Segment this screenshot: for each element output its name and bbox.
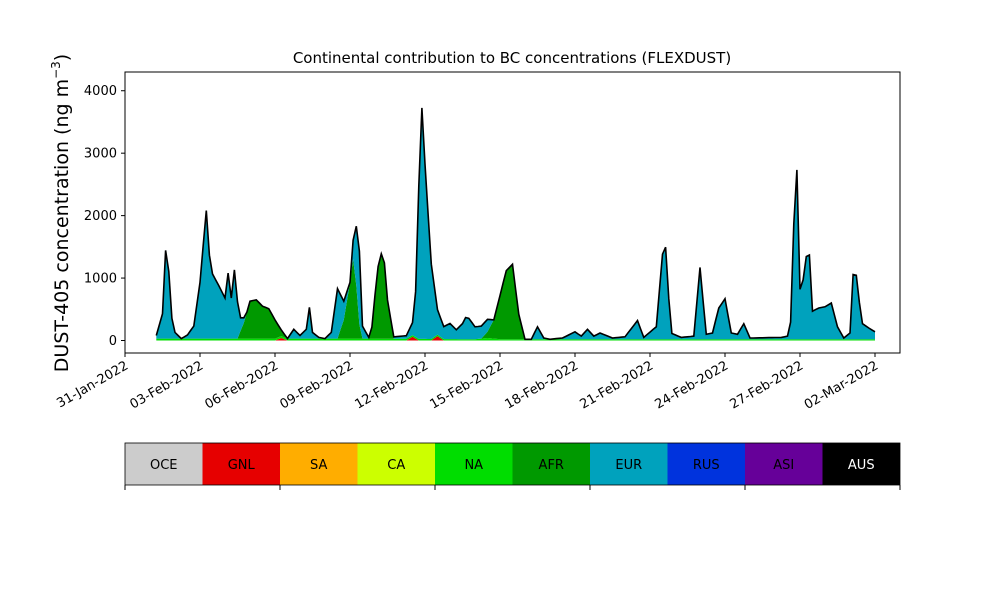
total-line <box>155 107 876 341</box>
legend-swatch-gnl <box>202 443 280 485</box>
legend-label-rus: RUS <box>693 458 720 473</box>
legend-label-na: NA <box>464 458 483 473</box>
x-tick-label: 09-Feb-2022 <box>277 358 356 412</box>
y-axis-label-sup: −3 <box>49 61 63 79</box>
legend-label-eur: EUR <box>615 458 642 473</box>
x-tick-label: 06-Feb-2022 <box>202 358 281 412</box>
x-tick-label: 03-Feb-2022 <box>127 358 206 412</box>
x-tick-label: 18-Feb-2022 <box>502 358 581 412</box>
y-tick-label: 4000 <box>84 84 117 99</box>
legend-label-oce: OCE <box>150 458 178 473</box>
legend-label-gnl: GNL <box>228 458 256 473</box>
y-tick-label: 0 <box>109 334 117 349</box>
x-tick-label: 12-Feb-2022 <box>352 358 431 412</box>
y-axis-label-main: DUST-405 concentration (ng m <box>51 79 73 372</box>
y-axis: 0 1000 2000 3000 4000 <box>84 84 125 349</box>
legend-label-afr: AFR <box>539 458 564 473</box>
legend-swatch-oce <box>125 443 203 485</box>
legend-swatch-rus <box>667 443 745 485</box>
legend-swatch-sa <box>280 443 358 485</box>
legend-swatch-eur <box>590 443 668 485</box>
legend-colorbar: OCE GNL SA CA NA AFR EUR RUS ASI AUS <box>124 442 901 490</box>
chart-title: Continental contribution to BC concentra… <box>293 49 731 67</box>
legend-label-aus: AUS <box>848 458 875 473</box>
area-na <box>156 334 876 341</box>
y-tick-label: 2000 <box>84 209 117 224</box>
x-tick-label: 27-Feb-2022 <box>727 358 806 412</box>
legend-swatch-asi <box>745 443 823 485</box>
x-tick-label: 02-Mar-2022 <box>802 358 881 412</box>
plot-area <box>155 107 876 341</box>
legend-label-ca: CA <box>387 458 405 473</box>
legend-frame <box>124 442 901 486</box>
y-axis-label: DUST-405 concentration (ng m−3) <box>49 54 73 372</box>
x-tick-label: 24-Feb-2022 <box>652 358 731 412</box>
legend-swatch-na <box>435 443 513 485</box>
area-afr <box>156 254 876 340</box>
legend-label-sa: SA <box>310 458 327 473</box>
legend-label-asi: ASI <box>773 458 794 473</box>
x-axis: 31-Jan-202203-Feb-202206-Feb-202209-Feb-… <box>54 353 881 413</box>
y-tick-label: 3000 <box>84 147 117 162</box>
legend-swatch-ca <box>357 443 435 485</box>
x-tick-label: 21-Feb-2022 <box>577 358 656 412</box>
axes-frame <box>124 71 901 354</box>
x-tick-label: 15-Feb-2022 <box>427 358 506 412</box>
legend-swatch-afr <box>512 443 590 485</box>
legend-swatch-aus <box>822 443 900 485</box>
y-axis-label-close: ) <box>51 54 73 61</box>
area-eur <box>156 107 876 340</box>
y-tick-label: 1000 <box>84 272 117 287</box>
